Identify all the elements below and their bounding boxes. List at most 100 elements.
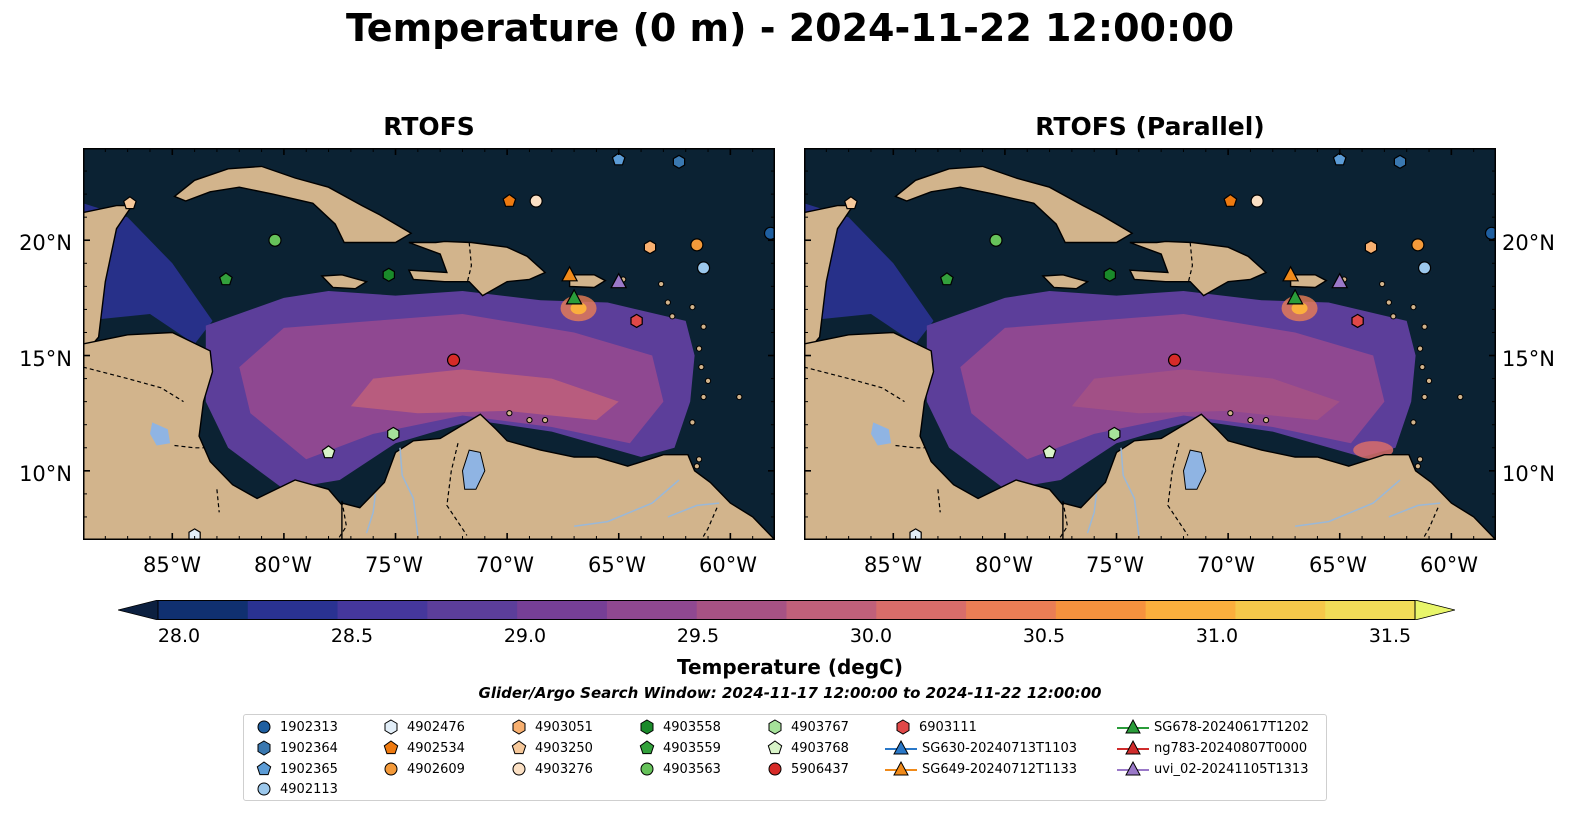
legend-item: SG649-20240712T1133 xyxy=(884,759,1077,779)
legend-label: 4903768 xyxy=(791,740,849,756)
island xyxy=(1390,313,1397,320)
country-border xyxy=(1421,507,1439,540)
pentagon-marker-icon xyxy=(639,740,655,755)
obs-marker-4903559 xyxy=(939,272,954,286)
figure-title: Temperature (0 m) - 2024-11-22 12:00:00 xyxy=(345,6,1235,50)
legend-item: 5906437 xyxy=(763,759,849,779)
obs-marker-4903768 xyxy=(1042,445,1057,459)
land-puertoRico xyxy=(568,274,607,289)
obs-marker-4902113 xyxy=(1417,261,1432,275)
obs-marker-4903051 xyxy=(1364,240,1378,255)
land-yucatan xyxy=(804,204,855,357)
island xyxy=(1419,363,1426,371)
legend-label: 4902113 xyxy=(280,781,338,797)
axes-frame xyxy=(83,148,775,540)
obs-marker-1902313 xyxy=(1484,226,1496,240)
sst-field-layer xyxy=(1071,369,1340,421)
legend-label: uvi_02-20241105T1313 xyxy=(1154,761,1309,777)
axes-frame xyxy=(804,148,1496,540)
obs-marker-1902365 xyxy=(611,152,626,166)
land-hispaniola xyxy=(407,240,547,297)
obs-marker-4903767 xyxy=(387,426,400,442)
pentagon-marker-icon xyxy=(383,740,399,755)
country-border xyxy=(466,242,473,285)
island xyxy=(696,456,703,463)
legend-item: 4903276 xyxy=(507,759,593,779)
colorbar xyxy=(118,600,1455,620)
country-border xyxy=(937,489,941,513)
lake-nicaragua xyxy=(871,422,892,446)
colorbar-extend-high xyxy=(1414,600,1455,620)
pentagon-marker-icon xyxy=(767,740,783,755)
country-border xyxy=(1167,443,1189,536)
sst-field-layer xyxy=(350,369,619,421)
river xyxy=(667,502,720,518)
country-border xyxy=(83,366,184,403)
legend-label: 1902313 xyxy=(280,719,338,735)
legend-item: SG630-20240713T1103 xyxy=(884,738,1077,758)
legend-item: 4903768 xyxy=(763,738,849,758)
river xyxy=(1086,493,1098,534)
map-panel-rtofs-parallel xyxy=(804,148,1496,540)
island xyxy=(1421,393,1428,401)
legend-item: 4902476 xyxy=(379,717,465,737)
obs-marker-4903250 xyxy=(122,196,137,210)
island xyxy=(1417,456,1424,463)
colorbar-tick-label: 31.5 xyxy=(1368,625,1412,647)
country-border xyxy=(804,366,905,403)
legend-item: 4903558 xyxy=(635,717,721,737)
panel-title-rtofs: RTOFS xyxy=(383,112,475,141)
colorbar-segment xyxy=(696,600,787,620)
legend-item: uvi_02-20241105T1313 xyxy=(1116,759,1308,779)
obs-marker-4903276 xyxy=(529,194,543,208)
island xyxy=(1379,280,1386,288)
legend-item: 1902313 xyxy=(252,717,338,737)
island xyxy=(1385,299,1392,306)
colorbar-segment xyxy=(786,600,877,620)
obs-marker-1902365 xyxy=(1332,152,1347,166)
colorbar-segment xyxy=(1235,600,1326,620)
river xyxy=(1294,479,1401,527)
obs-marker-4902609 xyxy=(690,238,704,252)
river xyxy=(1388,502,1441,518)
legend-label: 4902534 xyxy=(407,740,465,756)
lake-maracaibo xyxy=(461,449,486,490)
triangle-marker-icon xyxy=(885,760,917,776)
legend-label: SG678-20240617T1202 xyxy=(1154,719,1310,735)
x-tick-label: 65°W xyxy=(588,553,646,577)
island xyxy=(1417,345,1424,352)
island xyxy=(1457,393,1464,401)
legend-label: SG630-20240713T1103 xyxy=(922,740,1078,756)
island xyxy=(693,463,700,470)
river xyxy=(399,447,419,536)
warm-eddy-core xyxy=(1291,302,1308,315)
island xyxy=(658,280,665,288)
island xyxy=(1425,377,1433,384)
legend-label: 5906437 xyxy=(791,761,849,777)
obs-marker-4903559 xyxy=(218,272,233,286)
legend-label: 4903559 xyxy=(663,740,721,756)
country-border xyxy=(216,489,220,513)
island xyxy=(700,323,707,330)
x-tick-label: 60°W xyxy=(1420,553,1478,577)
colorbar-segment xyxy=(517,600,608,620)
legend-label: 4903558 xyxy=(663,719,721,735)
circle-marker-icon xyxy=(640,762,654,776)
obs-marker-5906437 xyxy=(446,353,461,367)
y-tick-label: 20°N xyxy=(19,231,72,255)
hexagon-marker-icon xyxy=(640,719,654,735)
legend-item: ng783-20240807T0000 xyxy=(1116,738,1307,758)
search-window-text: Glider/Argo Search Window: 2024-11-17 12… xyxy=(478,684,1102,702)
x-tick-label: 65°W xyxy=(1309,553,1367,577)
colorbar-segment xyxy=(158,600,249,620)
circle-marker-icon xyxy=(768,762,782,776)
river xyxy=(365,493,377,534)
land-jamaica xyxy=(1041,274,1090,290)
obs-marker-4903051 xyxy=(643,240,657,255)
legend-item: 6903111 xyxy=(891,717,977,737)
obs-marker-SG649-20240712T1133 xyxy=(1282,265,1300,282)
obs-marker-5906437 xyxy=(1167,353,1182,367)
x-tick-label: 75°W xyxy=(1086,553,1144,577)
colorbar-segment xyxy=(606,600,698,620)
circle-marker-icon xyxy=(257,720,271,734)
